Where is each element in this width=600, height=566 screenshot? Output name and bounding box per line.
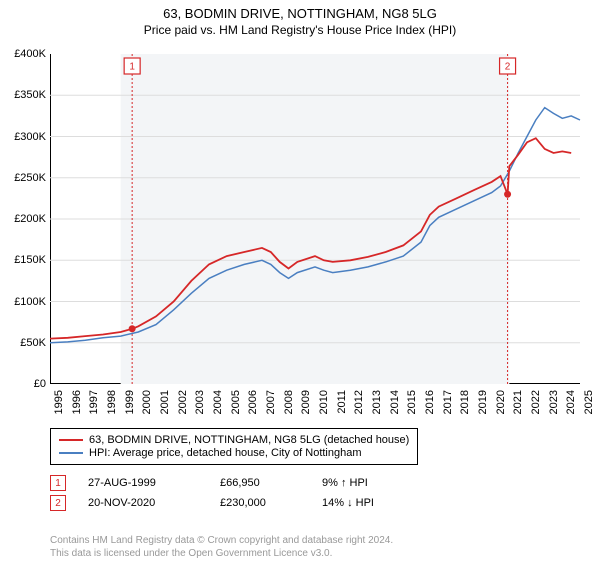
x-axis-tick: 2003 [194,390,206,414]
x-axis-tick: 2017 [442,390,454,414]
x-axis-tick: 2019 [477,390,489,414]
footer-line2: This data is licensed under the Open Gov… [50,547,393,560]
transactions-table: 1 27-AUG-1999 £66,950 9% ↑ HPI 2 20-NOV-… [50,475,580,511]
y-axis-tick: £200K [0,213,46,225]
x-axis-tick: 2016 [424,390,436,414]
y-axis-tick: £0 [0,378,46,390]
x-axis-tick: 2010 [318,390,330,414]
chart-title: 63, BODMIN DRIVE, NOTTINGHAM, NG8 5LG [0,6,600,21]
y-axis-tick: £150K [0,254,46,266]
footer: Contains HM Land Registry data © Crown c… [50,534,393,560]
x-axis-tick: 1996 [71,390,83,414]
transaction-marker: 1 [50,475,66,491]
x-axis-tick: 2021 [512,390,524,414]
y-axis-tick: £350K [0,89,46,101]
legend-item-hpi: HPI: Average price, detached house, City… [59,447,409,459]
x-axis-tick: 2020 [495,390,507,414]
x-axis-tick: 2011 [336,390,348,414]
x-axis-tick: 2015 [406,390,418,414]
x-axis-tick: 2022 [530,390,542,414]
x-axis-tick: 2008 [283,390,295,414]
x-axis-tick: 2006 [247,390,259,414]
legend-label-property: 63, BODMIN DRIVE, NOTTINGHAM, NG8 5LG (d… [89,434,409,446]
x-axis-tick: 2002 [177,390,189,414]
x-axis-tick: 2009 [300,390,312,414]
x-axis-tick: 2005 [230,390,242,414]
legend-panel: 63, BODMIN DRIVE, NOTTINGHAM, NG8 5LG (d… [50,428,580,515]
transaction-delta: 14% ↓ HPI [322,497,422,509]
y-axis-tick: £250K [0,172,46,184]
legend-item-property: 63, BODMIN DRIVE, NOTTINGHAM, NG8 5LG (d… [59,434,409,446]
y-axis-tick: £50K [0,337,46,349]
x-axis-tick: 2001 [159,390,171,414]
x-axis-tick: 2004 [212,390,224,414]
transaction-price: £230,000 [220,497,300,509]
transaction-date: 27-AUG-1999 [88,477,198,489]
x-axis-tick: 2012 [353,390,365,414]
transaction-delta: 9% ↑ HPI [322,477,422,489]
svg-text:2: 2 [505,62,511,73]
transaction-date: 20-NOV-2020 [88,497,198,509]
x-axis-tick: 1998 [106,390,118,414]
legend-swatch-hpi [59,452,83,454]
x-axis-tick: 1999 [124,390,136,414]
x-axis-tick: 2000 [141,390,153,414]
y-axis-tick: £300K [0,131,46,143]
footer-line1: Contains HM Land Registry data © Crown c… [50,534,393,547]
chart-subtitle: Price paid vs. HM Land Registry's House … [0,23,600,37]
x-axis-tick: 1997 [88,390,100,414]
x-axis-tick: 2024 [565,390,577,414]
legend-swatch-property [59,439,83,441]
transaction-row: 1 27-AUG-1999 £66,950 9% ↑ HPI [50,475,580,491]
y-axis-tick: £400K [0,48,46,60]
x-axis-tick: 2014 [389,390,401,414]
y-axis-tick: £100K [0,296,46,308]
x-axis-tick: 1995 [53,390,65,414]
svg-text:1: 1 [129,62,135,73]
x-axis-tick: 2025 [583,390,595,414]
transaction-row: 2 20-NOV-2020 £230,000 14% ↓ HPI [50,495,580,511]
transaction-marker: 2 [50,495,66,511]
legend-box: 63, BODMIN DRIVE, NOTTINGHAM, NG8 5LG (d… [50,428,418,465]
x-axis-tick: 2007 [265,390,277,414]
plot-area: 12 £0£50K£100K£150K£200K£250K£300K£350K£… [50,54,580,384]
transaction-price: £66,950 [220,477,300,489]
x-axis-tick: 2013 [371,390,383,414]
chart-canvas: 12 [50,54,580,384]
legend-label-hpi: HPI: Average price, detached house, City… [89,447,362,459]
x-axis-tick: 2023 [548,390,560,414]
x-axis-tick: 2018 [459,390,471,414]
